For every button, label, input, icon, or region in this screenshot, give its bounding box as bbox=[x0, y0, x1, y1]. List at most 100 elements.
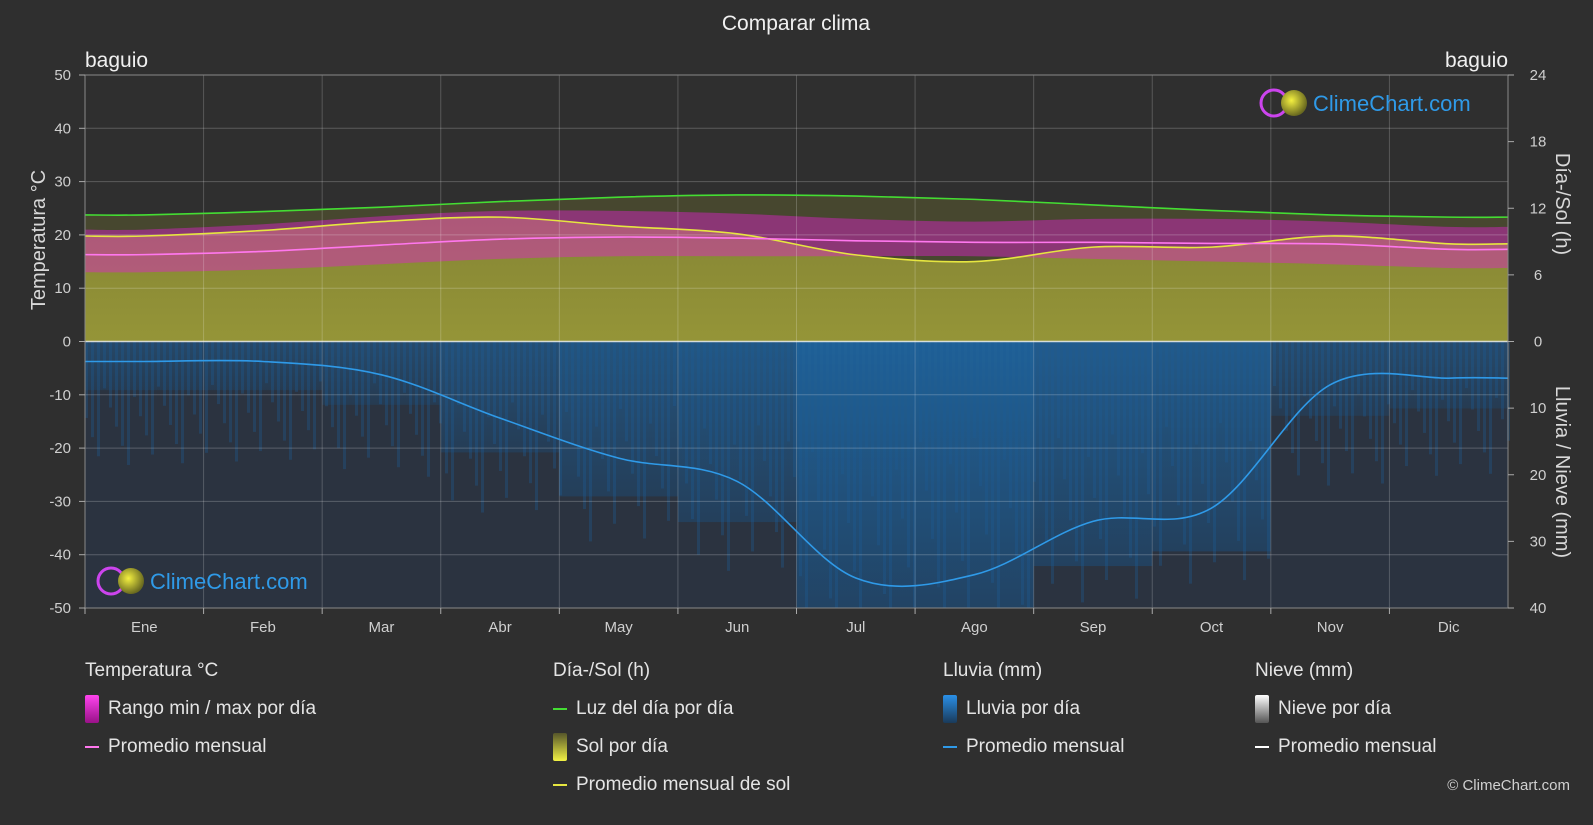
legend-header-rain: Lluvia (mm) bbox=[943, 660, 1043, 681]
rain-stripe bbox=[967, 341, 970, 608]
month-label: Feb bbox=[250, 619, 276, 636]
rain-stripe bbox=[253, 341, 256, 432]
rain-stripe bbox=[853, 341, 856, 572]
sunshine-avg-swatch bbox=[553, 784, 567, 786]
legend-label: Lluvia por día bbox=[966, 698, 1081, 719]
legend-item-sunshine: Sol por día bbox=[553, 728, 790, 766]
legend-label: Promedio mensual bbox=[1278, 736, 1437, 757]
rain-stripe bbox=[145, 341, 148, 436]
rain-stripe bbox=[1243, 341, 1246, 581]
rain-stripe bbox=[1177, 341, 1180, 506]
rain-stripe bbox=[271, 341, 274, 403]
rain-stripe bbox=[607, 341, 610, 492]
rain-stripe bbox=[1141, 341, 1144, 454]
rain-stripe bbox=[373, 341, 376, 384]
sunshine-swatch bbox=[553, 733, 567, 761]
rain-stripe bbox=[187, 341, 190, 396]
legend-label: Luz del día por día bbox=[576, 698, 734, 719]
snow-swatch bbox=[1255, 695, 1269, 723]
rain-stripe bbox=[277, 341, 280, 422]
legend-label: Promedio mensual bbox=[966, 736, 1125, 757]
legend-label: Sol por día bbox=[576, 736, 668, 757]
rain-stripe bbox=[1171, 341, 1174, 467]
left-tick-label: 10 bbox=[54, 280, 71, 297]
rain-stripe bbox=[1069, 341, 1072, 521]
legend-item-temp-range: Rango min / max por día bbox=[85, 690, 316, 728]
left-tick-label: 0 bbox=[63, 334, 71, 351]
rain-stripe bbox=[1075, 341, 1078, 562]
rain-stripe bbox=[1153, 341, 1156, 527]
rain-stripe bbox=[895, 341, 898, 470]
rain-stripe bbox=[361, 341, 364, 437]
location-right: baguio bbox=[1445, 49, 1508, 72]
rain-stripe bbox=[1081, 341, 1084, 603]
rain-stripe bbox=[1201, 341, 1204, 484]
rain-stripe bbox=[1219, 341, 1222, 424]
legend-label: Nieve por día bbox=[1278, 698, 1392, 719]
rain-stripe bbox=[445, 341, 448, 474]
rain-stripe bbox=[757, 341, 760, 426]
left-tick-label: 20 bbox=[54, 227, 71, 244]
rain-stripe bbox=[499, 341, 502, 471]
rain-stripe bbox=[877, 341, 880, 546]
rain-stripe bbox=[325, 341, 328, 407]
rain-stripe bbox=[205, 341, 208, 453]
rain-stripe bbox=[625, 341, 628, 442]
rain-stripe bbox=[709, 341, 712, 465]
rain-stripe bbox=[1039, 341, 1042, 502]
rain-stripe bbox=[727, 341, 730, 571]
rain-stripe bbox=[1321, 341, 1324, 464]
rain-stripe bbox=[907, 341, 910, 568]
rain-stripe bbox=[493, 341, 496, 445]
rain-stripe bbox=[469, 341, 472, 459]
left-tick-label: 40 bbox=[54, 120, 71, 137]
legend-header-temperature: Temperatura °C bbox=[85, 660, 219, 681]
rain-stripe bbox=[301, 341, 304, 412]
rain-stripe bbox=[259, 341, 262, 452]
rain-month-bar bbox=[203, 341, 323, 391]
rain-stripe bbox=[97, 341, 100, 457]
rain-stripe bbox=[337, 341, 340, 449]
rain-stripe bbox=[1165, 341, 1168, 427]
rain-stripe bbox=[517, 341, 520, 430]
month-label: Oct bbox=[1200, 619, 1224, 636]
rain-stripe bbox=[637, 341, 640, 507]
rain-stripe bbox=[397, 341, 400, 468]
rain-stripe bbox=[1447, 341, 1450, 422]
legend-item-rain-daily: Lluvia por día bbox=[943, 690, 1124, 728]
month-label: Jun bbox=[725, 619, 749, 636]
rain-stripe bbox=[1225, 341, 1228, 463]
logo-sun-icon bbox=[118, 568, 144, 594]
right-bottom-tick-label: 30 bbox=[1530, 533, 1547, 550]
rain-stripe bbox=[481, 341, 484, 513]
rain-stripe bbox=[1399, 341, 1402, 445]
right-bottom-tick-label: 40 bbox=[1530, 600, 1547, 617]
rain-stripe bbox=[181, 341, 184, 464]
rain-stripe bbox=[769, 341, 772, 497]
rain-stripe bbox=[559, 341, 562, 496]
rain-stripe bbox=[1501, 341, 1504, 420]
chart-title: Comparar clima bbox=[722, 12, 871, 35]
rain-stripe bbox=[1423, 341, 1426, 433]
left-tick-label: -30 bbox=[49, 493, 71, 510]
rain-stripe bbox=[1471, 341, 1474, 410]
rain-stripe bbox=[583, 341, 586, 510]
rain-stripe bbox=[487, 341, 490, 418]
rain-stripe bbox=[1009, 341, 1012, 509]
right-top-tick-label: 0 bbox=[1534, 334, 1542, 351]
daylight-swatch bbox=[553, 708, 567, 710]
right-bottom-tick-label: 20 bbox=[1530, 467, 1547, 484]
rain-stripe bbox=[1213, 341, 1216, 563]
rain-stripe bbox=[691, 341, 694, 520]
rain-stripe bbox=[1003, 341, 1006, 460]
rain-stripe bbox=[1021, 341, 1024, 605]
rain-stripe bbox=[91, 341, 94, 438]
legend-label: Promedio mensual bbox=[108, 736, 267, 757]
left-tick-label: -40 bbox=[49, 547, 71, 564]
rain-stripe bbox=[1063, 341, 1066, 480]
rain-stripe bbox=[925, 341, 928, 491]
rain-stripe bbox=[1453, 341, 1456, 443]
rain-stripe bbox=[823, 341, 826, 550]
legend: Temperatura °C Rango min / max por día P… bbox=[0, 660, 1593, 820]
left-tick-label: -10 bbox=[49, 387, 71, 404]
